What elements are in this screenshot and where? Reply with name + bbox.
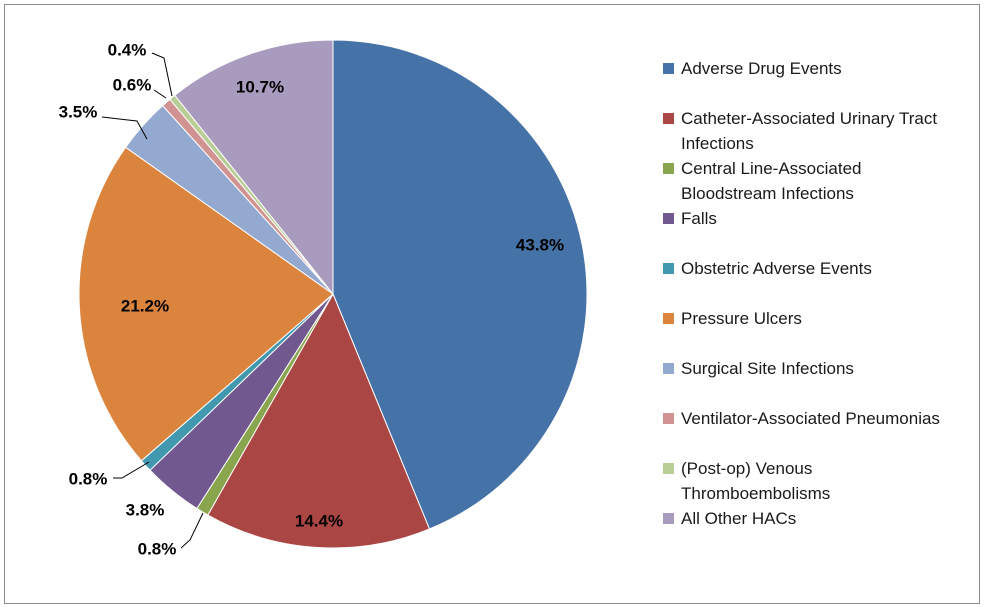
legend-label: Obstetric Adverse Events bbox=[681, 256, 961, 281]
legend-swatch bbox=[663, 313, 674, 324]
data-label-4: 3.8% bbox=[126, 500, 165, 519]
legend-swatch bbox=[663, 513, 674, 524]
legend-item-3: Central Line-Associated Bloodstream Infe… bbox=[663, 156, 963, 206]
data-label-1: 43.8% bbox=[516, 235, 564, 254]
data-label-5: 0.8% bbox=[69, 469, 108, 488]
leader-line-3 bbox=[181, 513, 203, 548]
legend: Adverse Drug Events Catheter-Associated U… bbox=[663, 56, 963, 556]
leader-line-8 bbox=[154, 90, 166, 98]
legend-swatch bbox=[663, 463, 674, 474]
leader-line-5 bbox=[113, 462, 149, 478]
legend-swatch bbox=[663, 213, 674, 224]
legend-swatch bbox=[663, 63, 674, 74]
data-label-8: 0.6% bbox=[113, 75, 152, 94]
data-label-6: 21.2% bbox=[121, 296, 169, 315]
legend-item-6: Pressure Ulcers bbox=[663, 306, 963, 356]
legend-item-10: All Other HACs bbox=[663, 506, 963, 556]
legend-item-7: Surgical Site Infections bbox=[663, 356, 963, 406]
legend-swatch bbox=[663, 263, 674, 274]
legend-item-5: Obstetric Adverse Events bbox=[663, 256, 963, 306]
legend-swatch bbox=[663, 163, 674, 174]
leader-line-9 bbox=[152, 53, 172, 96]
legend-label: Central Line-Associated Bloodstream Infe… bbox=[681, 156, 961, 206]
data-label-2: 14.4% bbox=[295, 511, 343, 530]
legend-swatch bbox=[663, 113, 674, 124]
data-label-10: 10.7% bbox=[236, 77, 284, 96]
legend-item-8: Ventilator-Associated Pneumonias bbox=[663, 406, 963, 456]
legend-label: Surgical Site Infections bbox=[681, 356, 961, 381]
legend-label: Catheter-Associated Urinary Tract Infect… bbox=[681, 106, 961, 156]
data-label-9: 0.4% bbox=[108, 40, 147, 59]
data-label-7: 3.5% bbox=[59, 102, 98, 121]
legend-label: Adverse Drug Events bbox=[681, 56, 961, 81]
legend-label: Pressure Ulcers bbox=[681, 306, 961, 331]
legend-label: All Other HACs bbox=[681, 506, 961, 531]
legend-item-1: Adverse Drug Events bbox=[663, 56, 963, 106]
legend-label: Ventilator-Associated Pneumonias bbox=[681, 406, 961, 431]
data-label-3: 0.8% bbox=[138, 539, 177, 558]
legend-label: (Post-op) Venous Thromboembolisms bbox=[681, 456, 961, 506]
legend-swatch bbox=[663, 413, 674, 424]
legend-item-2: Catheter-Associated Urinary Tract Infect… bbox=[663, 106, 963, 156]
legend-item-9: (Post-op) Venous Thromboembolisms bbox=[663, 456, 963, 506]
legend-item-4: Falls bbox=[663, 206, 963, 256]
legend-label: Falls bbox=[681, 206, 961, 231]
legend-swatch bbox=[663, 363, 674, 374]
